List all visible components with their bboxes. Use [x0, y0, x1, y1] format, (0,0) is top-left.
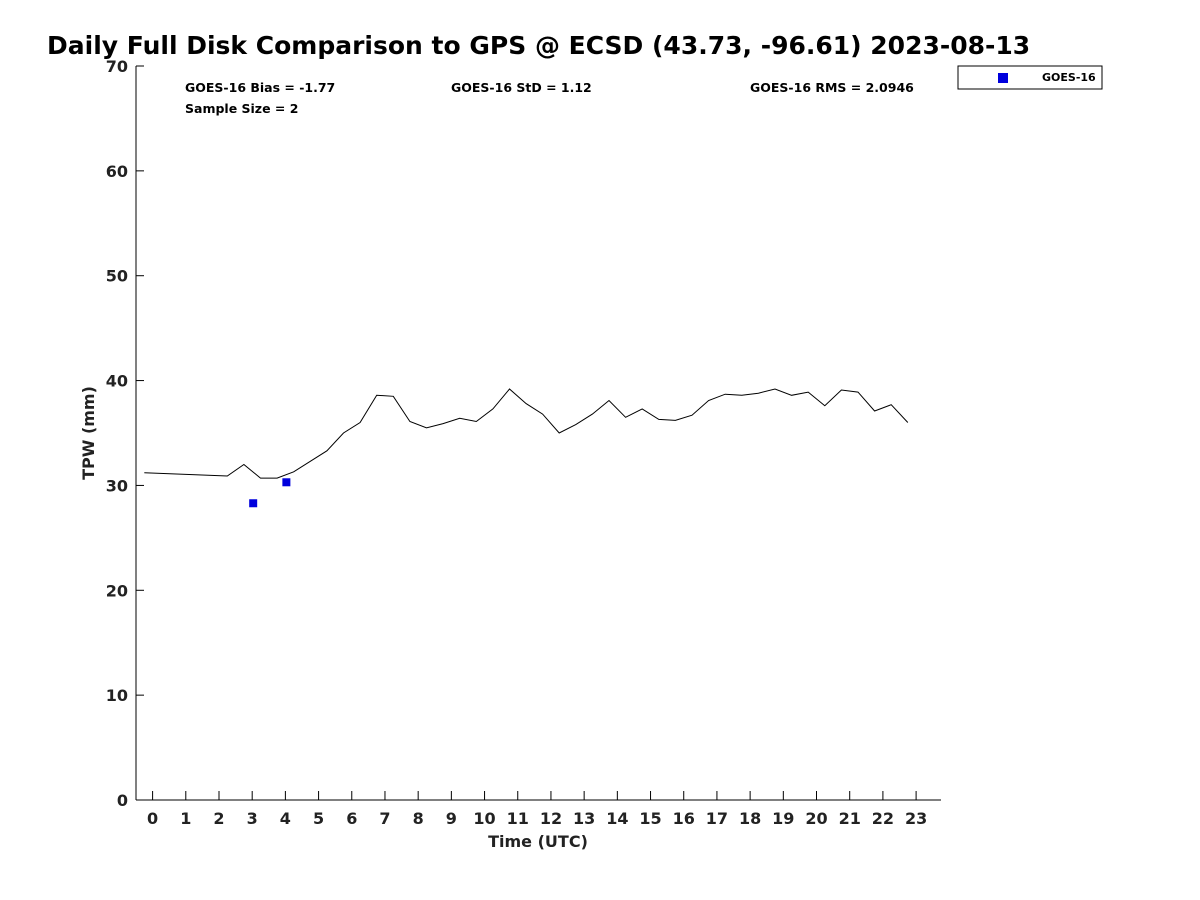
x-tick-label: 2	[213, 809, 224, 828]
y-tick-label: 70	[106, 57, 128, 76]
y-tick-label: 50	[106, 267, 128, 286]
stat-rms: GOES-16 RMS = 2.0946	[750, 80, 914, 95]
x-tick-label: 8	[413, 809, 424, 828]
x-tick-label: 17	[706, 809, 728, 828]
x-tick-label: 0	[147, 809, 158, 828]
x-tick-label: 16	[673, 809, 695, 828]
gps-series-line	[144, 388, 909, 479]
x-tick-label: 14	[606, 809, 628, 828]
y-tick-label: 60	[106, 162, 128, 181]
y-tick-label: 30	[106, 476, 128, 495]
x-tick-label: 9	[446, 809, 457, 828]
x-tick-label: 1	[180, 809, 191, 828]
stat-bias: GOES-16 Bias = -1.77	[185, 80, 335, 95]
x-tick-label: 6	[346, 809, 357, 828]
x-tick-label: 22	[872, 809, 894, 828]
x-axis-label: Time (UTC)	[488, 832, 588, 851]
x-ticks: 0 1 2 3 4 5 6 7 8 9 10 11 12 13 14 15 16 17 18 19 20 21 22 23	[147, 791, 927, 828]
y-tick-label: 0	[117, 791, 128, 810]
y-ticks: 0 10 20 30 40 50 60 70	[106, 57, 144, 810]
stat-sample-size: Sample Size = 2	[185, 101, 298, 116]
x-tick-label: 11	[507, 809, 529, 828]
goes16-point	[282, 478, 291, 487]
goes16-point	[249, 499, 258, 508]
x-tick-label: 13	[573, 809, 595, 828]
legend-label: GOES-16	[1042, 71, 1096, 84]
x-tick-label: 10	[473, 809, 495, 828]
legend: GOES-16	[957, 65, 1103, 90]
x-tick-label: 15	[639, 809, 661, 828]
chart-title: Daily Full Disk Comparison to GPS @ ECSD…	[47, 31, 1030, 60]
y-tick-label: 40	[106, 372, 128, 391]
x-tick-label: 5	[313, 809, 324, 828]
x-tick-label: 19	[772, 809, 794, 828]
x-tick-label: 21	[839, 809, 861, 828]
x-tick-label: 23	[905, 809, 927, 828]
x-tick-label: 7	[379, 809, 390, 828]
series-layer	[144, 388, 909, 508]
y-tick-label: 10	[106, 686, 128, 705]
x-tick-label: 18	[739, 809, 761, 828]
x-tick-label: 12	[540, 809, 562, 828]
y-axis-label: TPW (mm)	[79, 386, 98, 480]
x-tick-label: 3	[247, 809, 258, 828]
stat-std: GOES-16 StD = 1.12	[451, 80, 592, 95]
x-tick-label: 20	[805, 809, 827, 828]
y-tick-label: 20	[106, 581, 128, 600]
x-tick-label: 4	[280, 809, 291, 828]
legend-box	[957, 65, 1103, 90]
legend-marker	[998, 73, 1008, 83]
